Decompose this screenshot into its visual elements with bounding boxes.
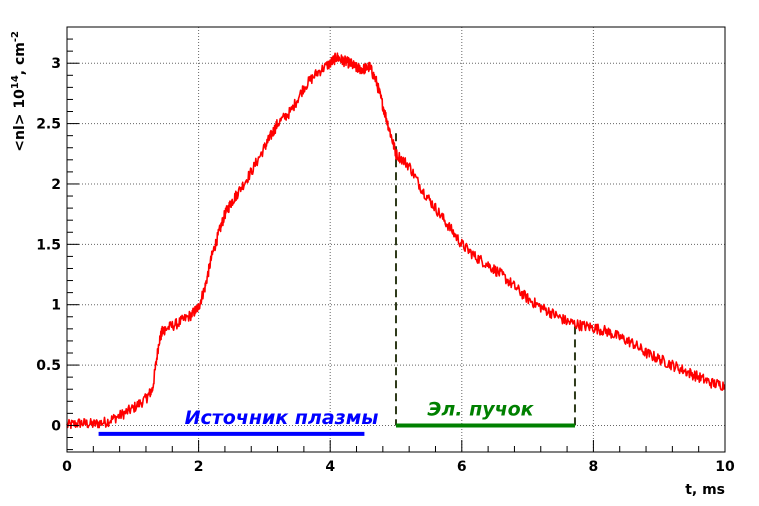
y-axis-label-unit-exp: -2 [10, 31, 21, 42]
y-tick-label: 2 [51, 177, 61, 193]
axis-ticks [66, 38, 726, 452]
series-line [66, 52, 726, 430]
annotation-label: Источник плазмы [185, 407, 379, 429]
y-tick-label: 1 [51, 298, 61, 314]
x-axis-label: t, ms [685, 482, 725, 498]
y-tick-label: 1.5 [36, 237, 61, 253]
y-axis-label: <nl> 1014, cm-2 [10, 31, 28, 152]
dashed-markers [395, 133, 576, 426]
x-tick-label: 4 [325, 459, 335, 475]
y-tick-label: 3 [51, 56, 61, 72]
annotation-label: Эл. пучок [427, 398, 534, 420]
x-tick-label: 2 [194, 459, 204, 475]
y-tick-label: 0 [51, 418, 61, 434]
x-tick-label: 8 [589, 459, 599, 475]
y-tick-label: 2.5 [36, 117, 61, 133]
plot-frame [66, 26, 726, 453]
y-axis-label-exp: 14 [10, 75, 21, 89]
series-layer [66, 52, 726, 430]
tick-labels: 0 2 4 6 8 10 0 0.5 1 1.5 2 2.5 3 [36, 56, 735, 475]
annotation-bars: Источник плазмы Эл. пучок [98, 398, 575, 436]
x-tick-label: 6 [457, 459, 467, 475]
y-axis-label-main: <nl> 10 [12, 89, 28, 152]
x-tick-label: 10 [715, 459, 735, 475]
y-tick-label: 0.5 [36, 358, 61, 374]
x-tick-label: 0 [62, 459, 72, 475]
y-axis-label-unit: , cm [12, 42, 28, 75]
